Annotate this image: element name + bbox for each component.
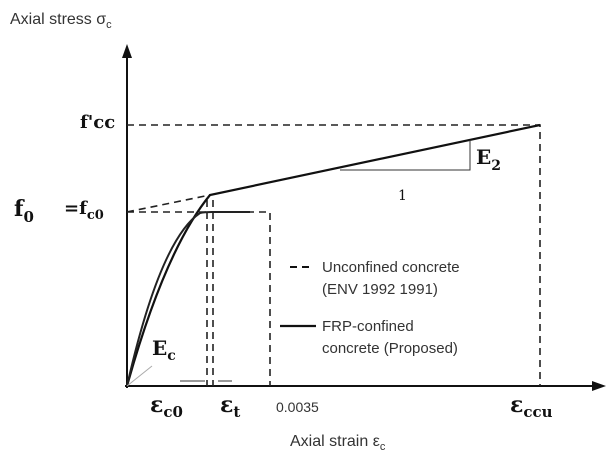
ec0-label: εc0 xyxy=(150,392,183,421)
f0-label: f0 xyxy=(14,196,34,226)
ec-label: Ec xyxy=(152,336,176,364)
x-arrow xyxy=(592,381,606,391)
legend-text: FRP-confined xyxy=(322,318,414,335)
et-guides xyxy=(206,200,214,386)
legend-text: concrete (Proposed) xyxy=(322,340,458,357)
fcc-label: f'cc xyxy=(80,112,115,133)
extension xyxy=(126,194,211,213)
fc0-label: =fc0 xyxy=(64,198,104,223)
e2-label: E2 xyxy=(476,145,501,174)
confined-curve xyxy=(125,123,541,387)
y-arrow xyxy=(122,44,132,58)
strain-label: 0.0035 xyxy=(276,399,319,415)
y-axis-label: Axial stress σc xyxy=(10,11,112,31)
et-label: εt xyxy=(220,392,240,421)
fc0-guide xyxy=(127,211,271,386)
legend-text: Unconfined concrete xyxy=(322,259,460,276)
slope-one: 1 xyxy=(398,188,407,204)
ec-pointer xyxy=(126,365,153,387)
unconfined-curve xyxy=(126,211,250,387)
legend-text: (ENV 1992 1991) xyxy=(322,281,438,298)
eccu-label: εccu xyxy=(510,392,553,421)
slope-triangle xyxy=(340,140,471,171)
x-axis-label: Axial strain εc xyxy=(290,433,386,453)
